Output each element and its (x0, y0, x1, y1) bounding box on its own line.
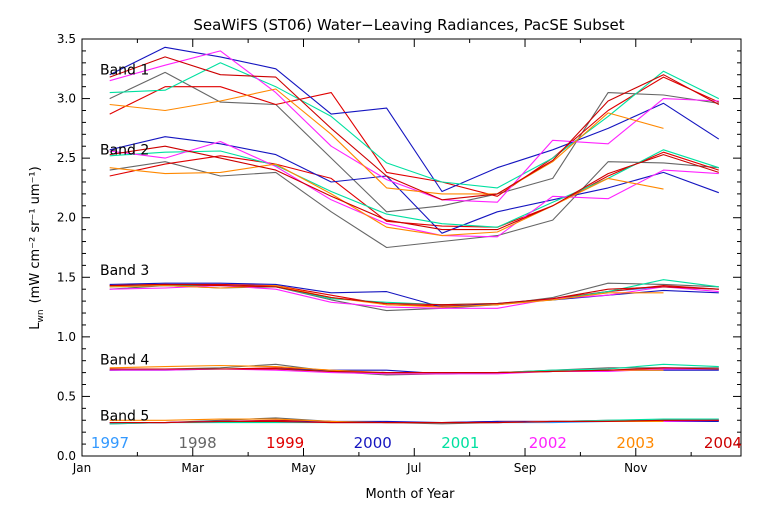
x-axis-label: Month of Year (365, 487, 455, 502)
legend-entry: 2002 (529, 434, 567, 452)
series-line-1999-band-2 (109, 151, 719, 228)
series-line-2001-band-2 (109, 149, 719, 228)
y-axis-label: Lwn (mW cm⁻² sr⁻¹ um⁻¹) (28, 166, 46, 329)
y-tick-label: 0.5 (57, 389, 76, 403)
legend-entry: 2000 (354, 434, 392, 452)
series-line-2001-band-1 (109, 62, 720, 189)
series-line-2000-band-3 (109, 282, 719, 308)
y-tick-label: 3.5 (57, 32, 76, 46)
series-line-2000-band-1 (109, 46, 720, 193)
plot-area: Jan Mar May Jul Sep Nov 0.0 0.5 1.0 1.5 2.0 2.5 3.0 3… (57, 32, 742, 475)
series-line-2004-band-2 (109, 145, 719, 231)
band-labels: Band 1 Band 2 Band 3 Band 4 Band 5 (100, 63, 149, 425)
series-line-1999-band-3 (109, 283, 719, 307)
series-line-2004-band-1 (109, 56, 720, 201)
y-tick-label: 2.5 (57, 151, 76, 165)
chart-title: SeaWiFS (ST06) Water−Leaving Radiances, … (193, 16, 624, 34)
series-line-2004-band-5 (109, 419, 719, 424)
y-tick-label: 3.0 (57, 92, 76, 106)
series-line-2004-band-3 (109, 283, 719, 306)
plot-frame (81, 38, 742, 457)
series-line-2003-band-2 (109, 163, 664, 237)
series-line-2002-band-1 (109, 50, 719, 203)
series-line-1999-band-1 (109, 76, 720, 197)
y-axis-label-symbol: L (28, 322, 43, 330)
x-tick-label: Mar (181, 461, 204, 475)
band-label: Band 1 (100, 63, 149, 79)
legend-entry: 2001 (441, 434, 479, 452)
y-tick-label: 1.5 (57, 270, 76, 284)
x-tick-label: Nov (624, 461, 647, 475)
band-label: Band 2 (100, 143, 149, 159)
x-tick-label: May (291, 461, 316, 475)
y-tick-label: 2.0 (57, 211, 76, 225)
series-line-2002-band-2 (109, 140, 719, 238)
y-tick-label: 0.0 (57, 449, 76, 463)
x-tick-label: Jul (406, 461, 421, 475)
y-axis-label-text: Lwn (mW cm⁻² sr⁻¹ um⁻¹) (28, 166, 46, 329)
series-line-2003-band-1 (109, 88, 664, 195)
band-label: Band 5 (100, 408, 149, 424)
series-line-1998-band-2 (109, 161, 719, 249)
legend-entry: 1999 (266, 434, 304, 452)
series-line-2003-band-3 (109, 285, 664, 308)
band-label: Band 4 (100, 352, 149, 368)
series-lines (109, 46, 720, 425)
y-axis-label-units: (mW cm⁻² sr⁻¹ um⁻¹) (28, 166, 43, 303)
y-axis-label-subscript: wn (36, 309, 46, 322)
legend-entry: 1998 (178, 434, 216, 452)
legend-entry: 1997 (91, 434, 129, 452)
x-tick-label: Jan (72, 461, 92, 475)
series-line-2002-band-3 (109, 285, 719, 309)
series-line-1998-band-1 (109, 71, 719, 213)
year-legend: 1997 1998 1999 2000 2001 2002 2003 2004 (91, 434, 742, 452)
band-label: Band 3 (100, 263, 149, 279)
series-line-2000-band-2 (109, 136, 719, 234)
x-tick-label: Sep (514, 461, 537, 475)
legend-entry: 2003 (616, 434, 654, 452)
series-line-2004-band-4 (109, 367, 719, 374)
y-tick-label: 1.0 (57, 330, 76, 344)
legend-entry: 2004 (704, 434, 742, 452)
